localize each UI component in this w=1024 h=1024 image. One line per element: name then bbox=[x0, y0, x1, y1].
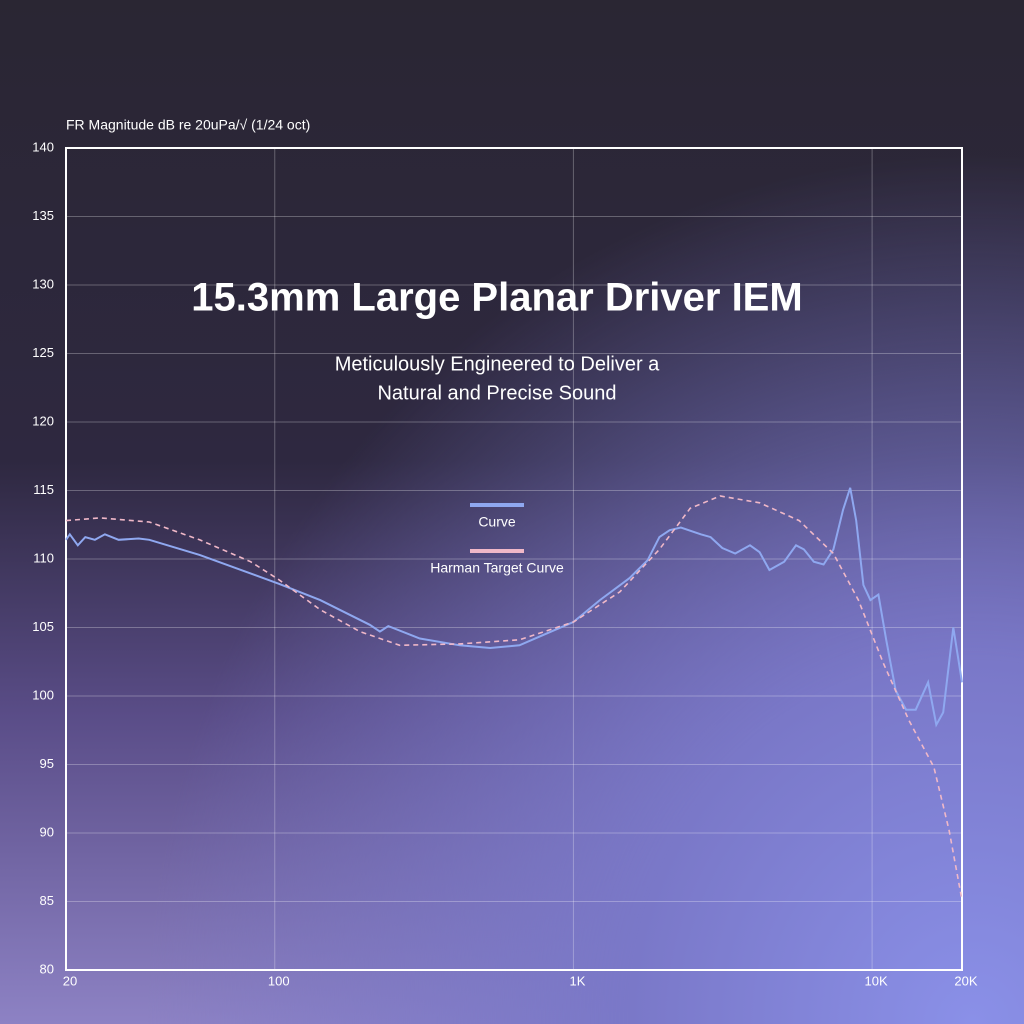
subtitle: Natural and Precise Sound bbox=[377, 382, 616, 404]
y-tick-label: 130 bbox=[32, 276, 54, 291]
y-tick-label: 125 bbox=[32, 345, 54, 360]
y-tick-label: 80 bbox=[40, 961, 54, 976]
x-tick-label: 100 bbox=[268, 973, 290, 988]
x-tick-label: 10K bbox=[865, 973, 888, 988]
y-tick-label: 115 bbox=[33, 482, 54, 497]
y-axis-label: FR Magnitude dB re 20uPa/√ (1/24 oct) bbox=[66, 117, 310, 133]
line-series bbox=[65, 495, 963, 901]
x-tick-label: 20 bbox=[63, 973, 77, 988]
chart-title: 15.3mm Large Planar Driver IEM bbox=[191, 276, 802, 320]
y-tick-label: 100 bbox=[32, 687, 54, 702]
y-tick-label: 140 bbox=[32, 139, 54, 154]
plot-frame bbox=[65, 147, 963, 971]
y-tick-label: 105 bbox=[32, 619, 54, 634]
subtitle: Meticulously Engineered to Deliver a bbox=[335, 353, 660, 375]
line-series bbox=[65, 487, 963, 728]
y-tick-label: 135 bbox=[32, 208, 54, 223]
legend-label: Harman Target Curve bbox=[430, 560, 564, 576]
y-tick-label: 120 bbox=[32, 413, 54, 428]
y-tick-label: 90 bbox=[40, 824, 54, 839]
y-tick-label: 110 bbox=[33, 550, 54, 565]
x-tick-label: 20K bbox=[954, 973, 977, 988]
y-tick-label: 85 bbox=[40, 893, 54, 908]
y-tick-label: 95 bbox=[40, 756, 54, 771]
legend-label: Curve bbox=[478, 514, 516, 530]
x-tick-label: 1K bbox=[569, 973, 585, 988]
